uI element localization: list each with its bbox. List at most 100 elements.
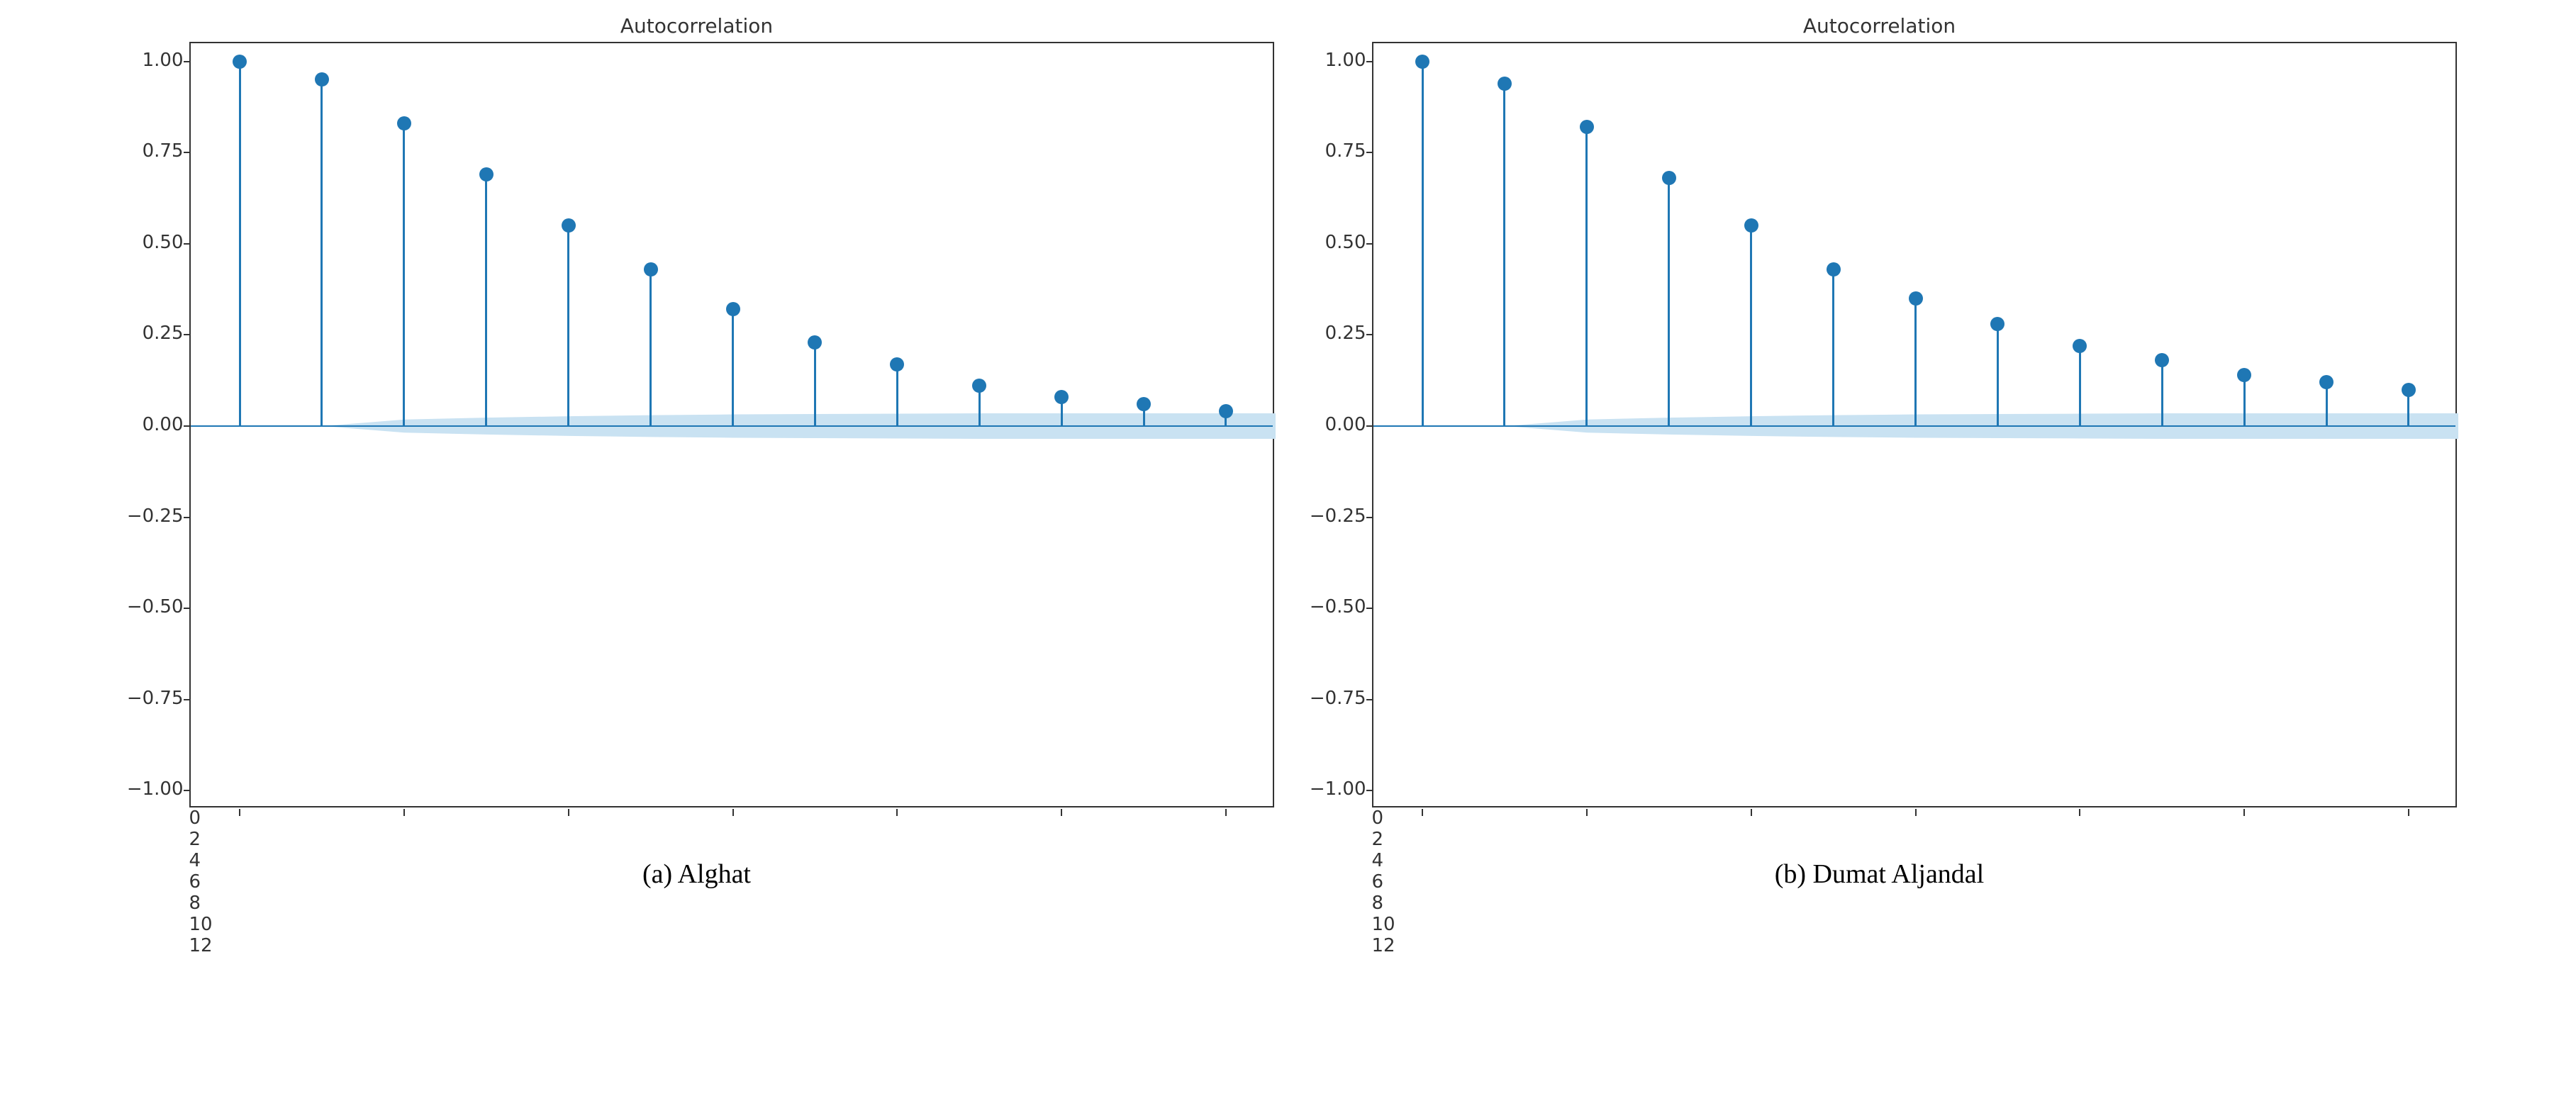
y-tick-label: −0.50 bbox=[127, 596, 184, 617]
y-tick-mark bbox=[1366, 608, 1373, 609]
y-tick-mark bbox=[184, 152, 191, 153]
y-tick-mark bbox=[184, 608, 191, 609]
stem bbox=[1832, 269, 1834, 426]
y-tick-mark bbox=[1366, 152, 1373, 153]
stem-marker bbox=[2073, 339, 2087, 353]
y-tick-label: 0.25 bbox=[143, 323, 184, 344]
stem bbox=[814, 342, 816, 426]
stem bbox=[2161, 360, 2163, 426]
x-axis: 024681012 bbox=[189, 807, 1274, 832]
stem-marker bbox=[233, 55, 247, 69]
stem-marker bbox=[1498, 77, 1512, 91]
stem-marker bbox=[1219, 404, 1233, 418]
stem-marker bbox=[644, 262, 658, 276]
y-tick-mark bbox=[184, 517, 191, 518]
x-tick-label: 4 bbox=[189, 850, 1274, 871]
y-tick-mark bbox=[1366, 790, 1373, 791]
stem-marker bbox=[562, 218, 576, 233]
x-axis: 024681012 bbox=[1372, 807, 2457, 832]
stem-marker bbox=[972, 379, 986, 393]
x-tick-label: 12 bbox=[189, 935, 1274, 956]
stem-marker bbox=[2402, 383, 2416, 397]
y-tick-mark bbox=[184, 699, 191, 700]
stem-marker bbox=[1744, 218, 1758, 233]
plot-area bbox=[1372, 42, 2457, 807]
stem bbox=[1668, 178, 1670, 426]
y-tick-mark bbox=[184, 425, 191, 427]
y-tick-label: 0.25 bbox=[1325, 323, 1366, 344]
y-tick-mark bbox=[184, 61, 191, 62]
stem bbox=[2079, 346, 2081, 426]
stem-marker bbox=[808, 335, 822, 350]
stem-marker bbox=[2155, 353, 2169, 367]
figure-row: Autocorrelation 1.00 0.75 0.50 0.25 0.00 −0.25… bbox=[14, 14, 2562, 890]
y-tick-label: 0.75 bbox=[143, 140, 184, 162]
y-tick-label: 0.50 bbox=[143, 232, 184, 253]
stem bbox=[567, 225, 569, 426]
x-tick-label: 4 bbox=[1372, 850, 2457, 871]
y-tick-label: 0.00 bbox=[143, 414, 184, 435]
y-tick-label: 0.75 bbox=[1325, 140, 1366, 162]
stem-marker bbox=[1909, 291, 1923, 306]
stem-marker bbox=[397, 116, 411, 130]
stem-marker bbox=[2319, 375, 2334, 389]
y-tick-label: −0.50 bbox=[1310, 596, 1366, 617]
stem bbox=[1503, 84, 1505, 426]
y-tick-mark bbox=[1366, 334, 1373, 335]
plot-wrap: 1.000.750.500.250.00−0.25−0.50−0.75−1.00… bbox=[1303, 42, 2457, 832]
x-tick-label: 10 bbox=[1372, 914, 2457, 935]
stem-marker bbox=[1827, 262, 1841, 276]
subplot-alghat: Autocorrelation 1.00 0.75 0.50 0.25 0.00 −0.25… bbox=[120, 14, 1274, 890]
y-tick-label: −0.25 bbox=[127, 505, 184, 527]
x-tick-label: 2 bbox=[189, 829, 1274, 850]
y-tick-mark bbox=[1366, 699, 1373, 700]
stem bbox=[649, 269, 652, 426]
y-tick-mark bbox=[1366, 243, 1373, 245]
stem-marker bbox=[315, 72, 329, 86]
x-tick-label: 8 bbox=[189, 893, 1274, 914]
y-tick-mark bbox=[1366, 61, 1373, 62]
stem-marker bbox=[1415, 55, 1429, 69]
stem-marker bbox=[479, 167, 494, 181]
y-axis: 1.000.750.500.250.00−0.25−0.50−0.75−1.00 bbox=[1303, 42, 1372, 807]
subplot-dumat: Autocorrelation1.000.750.500.250.00−0.25… bbox=[1303, 14, 2457, 890]
stem-marker bbox=[890, 357, 904, 371]
stem bbox=[1997, 324, 1999, 426]
x-tick-label: 6 bbox=[1372, 871, 2457, 893]
y-tick-label: 1.00 bbox=[1325, 50, 1366, 71]
y-tick-label: −0.75 bbox=[1310, 688, 1366, 709]
plot-area bbox=[189, 42, 1274, 807]
stem bbox=[1914, 298, 1917, 426]
stem bbox=[239, 62, 241, 426]
y-tick-mark bbox=[1366, 517, 1373, 518]
x-tick-label: 0 bbox=[1372, 807, 2457, 829]
stem bbox=[732, 309, 734, 426]
stem-marker bbox=[2237, 368, 2251, 382]
stem-marker bbox=[1580, 120, 1594, 134]
y-tick-label: 1.00 bbox=[143, 50, 184, 71]
stem bbox=[1422, 62, 1424, 426]
stem-marker bbox=[726, 302, 740, 316]
stem bbox=[485, 174, 487, 426]
plot-title: Autocorrelation bbox=[620, 14, 773, 38]
y-tick-label: −0.75 bbox=[127, 688, 184, 709]
plot-wrap: 1.00 0.75 0.50 0.25 0.00 −0.25 −0.50 −0.75 −1.00… bbox=[120, 42, 1274, 832]
plot-title: Autocorrelation bbox=[1803, 14, 1956, 38]
x-tick-label: 8 bbox=[1372, 893, 2457, 914]
stem bbox=[1585, 127, 1588, 426]
y-tick-label: −1.00 bbox=[1310, 778, 1366, 800]
stem bbox=[896, 364, 898, 426]
y-tick-mark bbox=[184, 243, 191, 245]
stem bbox=[2243, 375, 2246, 426]
stem-marker bbox=[1990, 317, 2005, 331]
x-tick-label: 12 bbox=[1372, 935, 2457, 956]
y-tick-label: 0.50 bbox=[1325, 232, 1366, 253]
stem-marker bbox=[1662, 171, 1676, 185]
x-tick-label: 2 bbox=[1372, 829, 2457, 850]
stem bbox=[320, 79, 323, 426]
y-tick-label: 0.00 bbox=[1325, 414, 1366, 435]
y-tick-mark bbox=[184, 790, 191, 791]
y-tick-label: −1.00 bbox=[127, 778, 184, 800]
y-tick-mark bbox=[1366, 425, 1373, 427]
stem bbox=[1750, 225, 1752, 426]
